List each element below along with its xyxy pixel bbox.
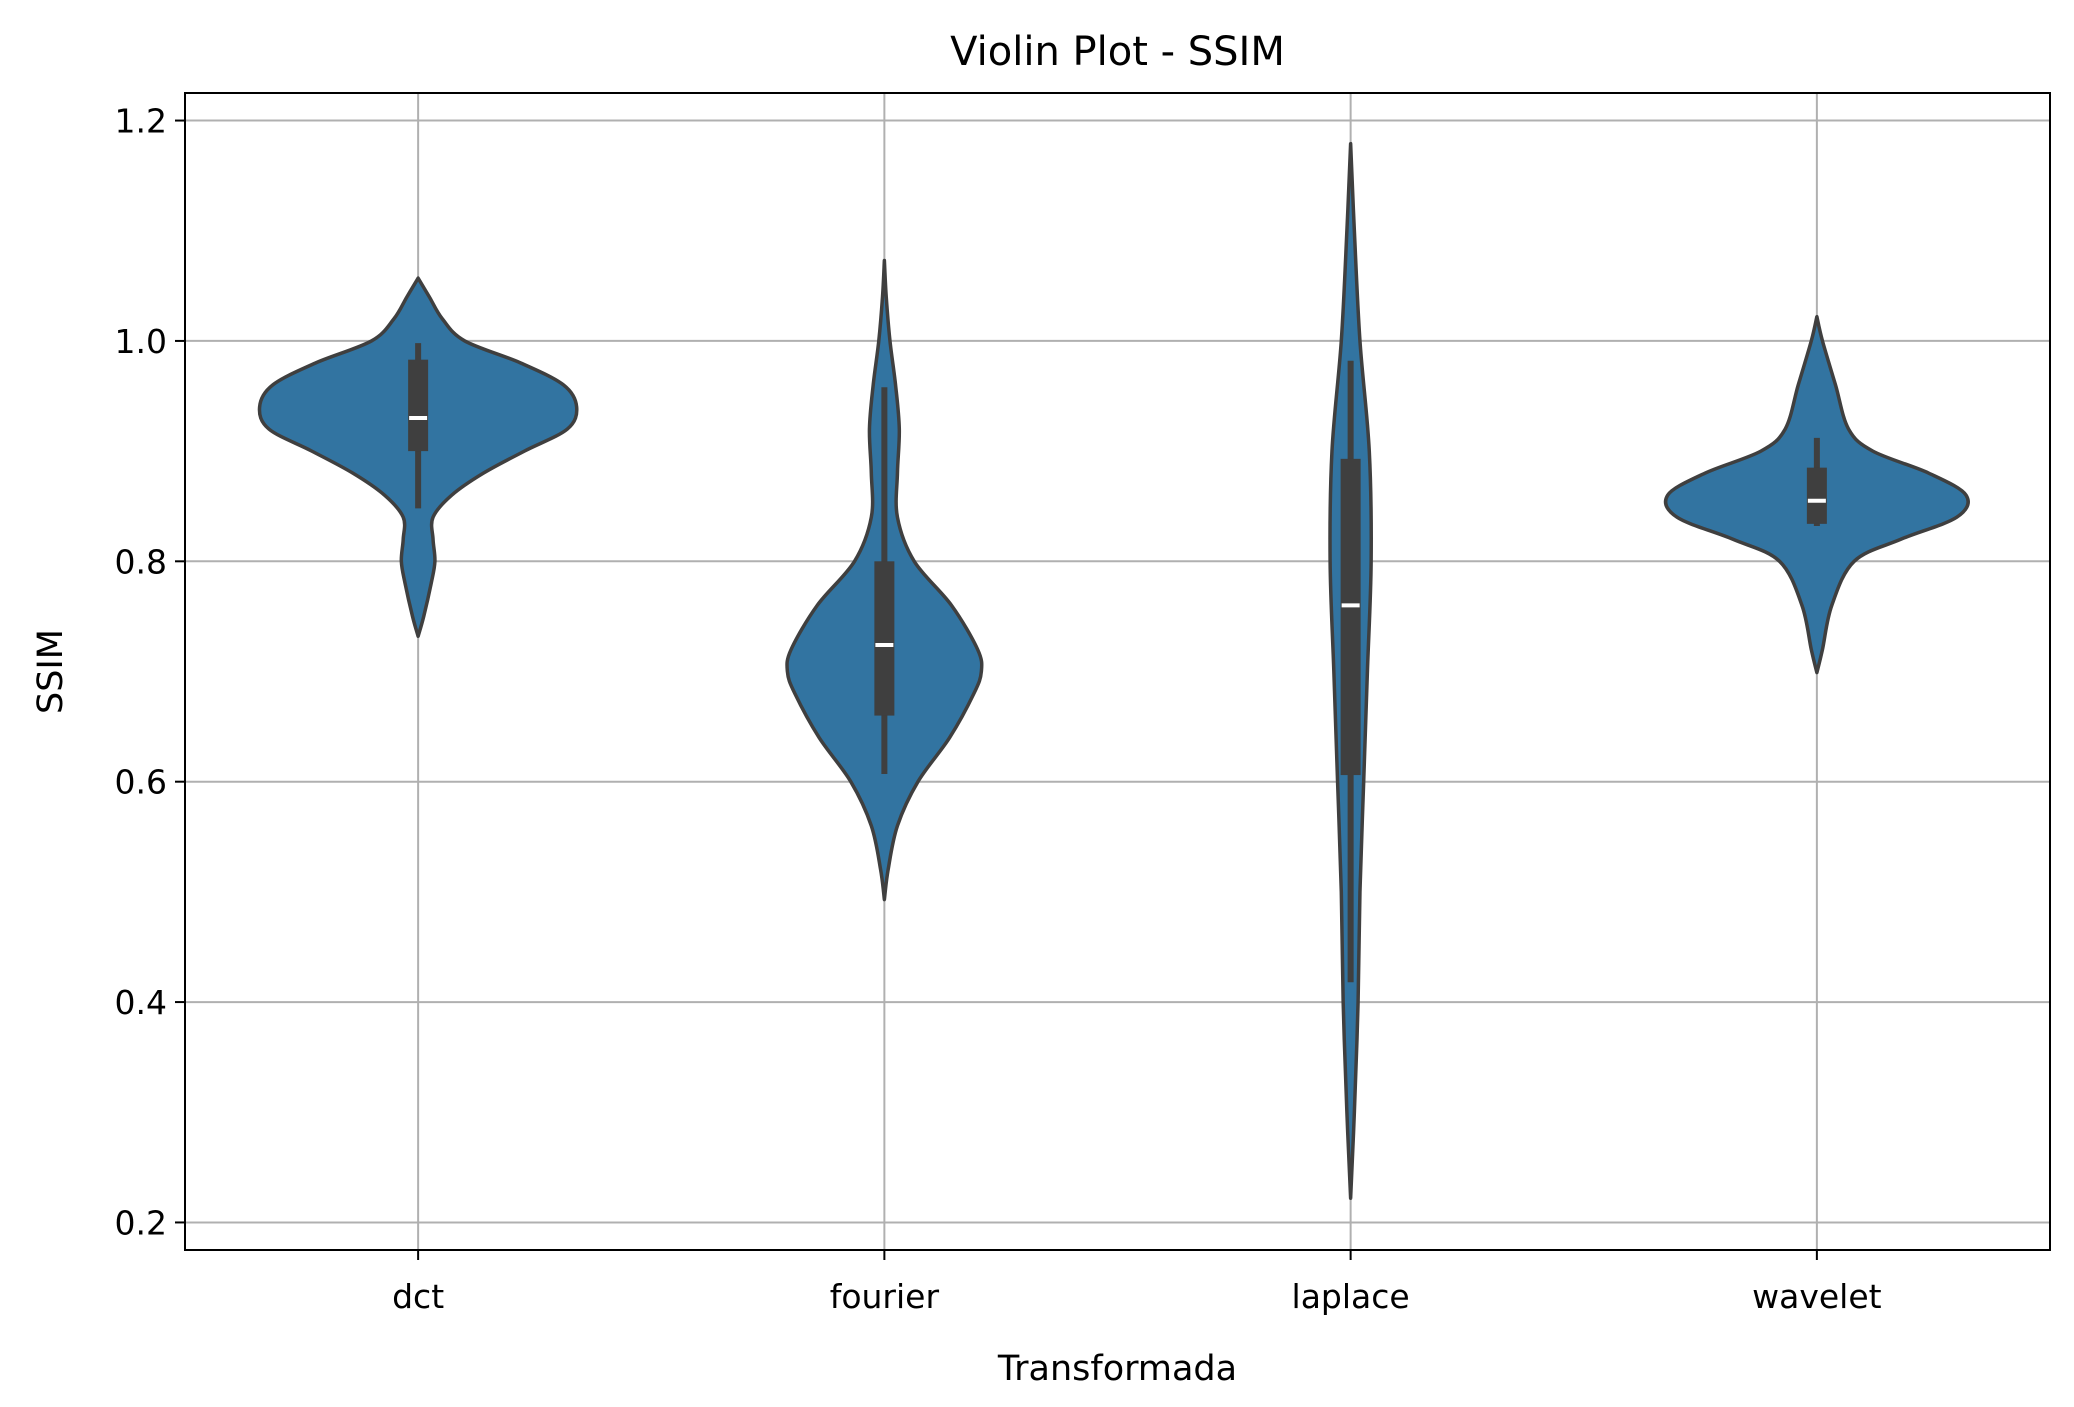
violin-wavelet xyxy=(1663,314,1970,675)
y-tick-label: 0.8 xyxy=(115,542,167,581)
y-tick-label: 0.2 xyxy=(115,1203,167,1242)
violin-iqr-box xyxy=(874,561,895,716)
y-tick-label: 0.6 xyxy=(115,763,167,802)
x-tick-label: fourier xyxy=(830,1277,940,1316)
y-tick-label: 1.2 xyxy=(115,102,167,141)
violin-laplace xyxy=(1328,141,1373,1200)
grid-lines xyxy=(185,93,2050,1250)
violin-iqr-box xyxy=(408,359,429,452)
x-tick-label: dct xyxy=(392,1277,444,1316)
violin-iqr-box xyxy=(1340,458,1361,776)
violins xyxy=(257,141,1970,1200)
y-axis-title: SSIM xyxy=(31,629,71,714)
axis-ticks: 0.2 0.4 0.6 0.8 1.0 1.2 dct fourier laplace wavel… xyxy=(115,102,1882,1316)
violin-fourier xyxy=(785,258,984,902)
y-tick-label: 1.0 xyxy=(115,322,167,361)
x-tick-label: laplace xyxy=(1292,1277,1410,1316)
violin-dct xyxy=(257,276,579,638)
x-tick-label: wavelet xyxy=(1752,1277,1882,1316)
plot-frame xyxy=(184,92,2051,1251)
x-axis-title: Transformada xyxy=(997,1349,1237,1389)
violin-iqr-box xyxy=(1806,467,1827,524)
y-tick-label: 0.4 xyxy=(115,983,167,1022)
chart-title: Violin Plot - SSIM xyxy=(950,29,1285,75)
